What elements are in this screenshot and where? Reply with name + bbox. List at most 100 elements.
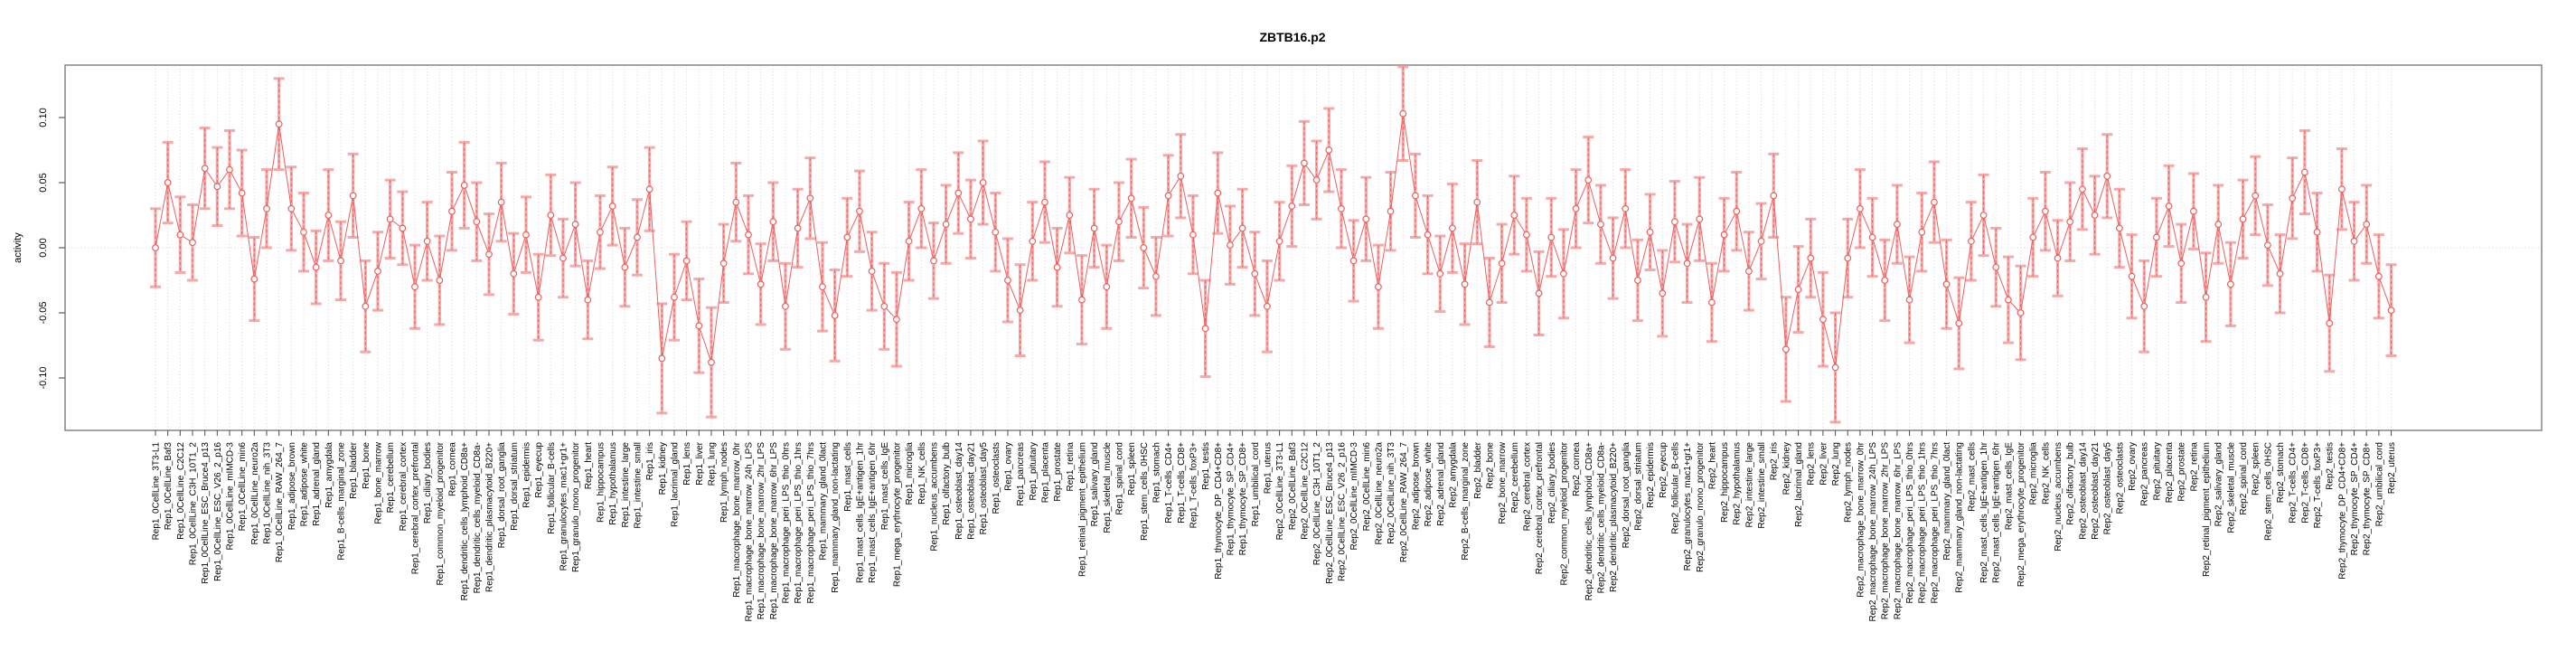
data-point-marker: [2289, 194, 2297, 203]
data-point-marker: [547, 212, 555, 219]
x-tick-label: Rep1_0CellLine_3T3-L1: [152, 442, 162, 541]
x-tick-label: Rep1_cornea: [447, 442, 457, 496]
y-tick-label: 0.10: [38, 108, 49, 127]
x-tick-label: Rep1_adrenal_gland: [312, 442, 322, 526]
data-point-marker: [1312, 176, 1321, 184]
data-point-marker: [1968, 237, 1975, 245]
x-tick-label: Rep2_mega_erythrocyte_progenitor: [2017, 441, 2026, 587]
x-tick-label: Rep2_0CellLine_ESC_Bruce4_p13: [1325, 442, 1335, 584]
x-tick-label: Rep1_pancreas: [1016, 442, 1026, 506]
x-tick-label: Rep2_mast_cells_IgE+antigen_6hr: [1992, 441, 2002, 583]
data-point-marker: [1399, 109, 1407, 118]
data-point-marker: [1659, 289, 1667, 297]
x-tick-label: Rep1_prostate: [1053, 442, 1063, 502]
x-tick-label: Rep2_0CellLine_C3H_10T1_2: [1312, 442, 1322, 566]
x-tick-label: Rep2_microglia: [2029, 442, 2039, 505]
data-point-marker: [1090, 224, 1098, 232]
data-point-marker: [2226, 280, 2234, 288]
data-point-marker: [584, 296, 592, 304]
x-tick-label: Rep1_retina: [1066, 442, 1076, 492]
x-tick-label: Rep1_T-cells_CD8+: [1177, 442, 1187, 524]
data-point-marker: [436, 277, 444, 284]
data-point-marker: [571, 221, 579, 228]
x-tick-label: Rep1_lymph_nodes: [719, 442, 729, 523]
data-point-marker: [1622, 204, 1630, 212]
x-tick-label: Rep2_T-cells_foxP3+: [2313, 442, 2323, 528]
x-tick-label: Rep2_0CellLine_neuro2a: [1374, 442, 1384, 545]
data-point-marker: [1325, 146, 1333, 154]
x-tick-label: Rep1_macrophage_bone_marrow_0hr: [732, 441, 742, 597]
x-tick-label: Rep2_eyecup: [1659, 442, 1669, 498]
data-point-marker: [2263, 241, 2271, 250]
data-point-marker: [2313, 228, 2321, 236]
data-point-marker: [1412, 192, 1419, 200]
data-point-marker: [1288, 203, 1296, 210]
data-point-marker: [2252, 192, 2260, 200]
x-tick-label: Rep2_osteoblast_day21: [2091, 442, 2101, 540]
x-tick-label: Rep2_dorsal_striatum: [1633, 442, 1643, 531]
x-tick-label: Rep1_T-cells_foxP3+: [1189, 442, 1199, 528]
x-tick-label: Rep2_macrophage_peri_LPS_thio_0hrs: [1905, 442, 1915, 603]
x-tick-label: Rep1_epidermis: [522, 442, 531, 508]
x-tick-label: Rep2_intestine_small: [1757, 442, 1767, 529]
data-point-marker: [1066, 212, 1074, 219]
x-tick-label: Rep1_uterus: [1263, 442, 1273, 494]
x-tick-label: Rep1_0CellLine_mIMCD-3: [225, 442, 235, 551]
x-tick-label: Rep1_ovary: [1003, 442, 1013, 491]
data-point-marker: [893, 316, 900, 324]
data-point-marker: [238, 189, 246, 197]
x-tick-label: Rep1_retinal_pigment_epithelium: [1077, 442, 1087, 577]
data-point-marker: [1696, 215, 1704, 223]
data-point-marker: [1992, 263, 2000, 271]
x-tick-label: Rep2_0CellLine_C2C12: [1300, 442, 1310, 540]
x-tick-label: Rep1_mammary_gland_non-lactating: [831, 442, 841, 593]
data-point-marker: [1387, 207, 1395, 215]
data-point-marker: [226, 165, 233, 174]
x-tick-label: Rep2_NK_cells: [2041, 442, 2051, 505]
data-point-marker: [1004, 277, 1011, 284]
data-point-marker: [1189, 231, 1197, 239]
data-point-marker: [1733, 207, 1741, 215]
x-tick-label: Rep1_eyecup: [534, 442, 544, 498]
x-tick-label: Rep1_stem_cells_0HSC: [1140, 442, 1150, 541]
data-point-marker: [1338, 204, 1345, 212]
data-point-marker: [324, 212, 333, 219]
data-point-marker: [942, 221, 950, 228]
data-point-marker: [1683, 259, 1691, 268]
x-tick-label: Rep2_retinal_pigment_epithelium: [2202, 442, 2212, 577]
x-tick-label: Rep2_granulo_mono_progenitor: [1696, 441, 1706, 572]
data-point-marker: [880, 302, 888, 310]
data-point-marker: [608, 203, 616, 210]
x-tick-label: Rep1_skeletal_muscle: [1103, 442, 1113, 533]
y-tick-label: -0.05: [38, 301, 49, 324]
data-point-marker: [559, 254, 567, 262]
data-point-marker: [856, 207, 863, 215]
x-tick-label: Rep1_pituitary: [1029, 442, 1039, 500]
data-point-marker: [868, 268, 876, 275]
data-point-marker: [671, 293, 678, 301]
x-tick-label: Rep1_0CellLine_Baf3: [164, 442, 174, 531]
x-tick-label: Rep2_macrophage_bone_marrow_6hr_LPS: [1893, 442, 1903, 620]
data-point-marker: [1140, 244, 1148, 251]
x-tick-label: Rep1_bone: [362, 442, 371, 489]
x-tick-label: Rep1_placenta: [1040, 442, 1050, 504]
x-tick-label: Rep2_lymph_nodes: [1844, 442, 1854, 523]
x-tick-label: Rep1_0CellLine_ESC_V26_2_p16: [213, 442, 223, 581]
data-point-marker: [510, 269, 518, 278]
x-tick-label: Rep2_mast_cells_IgE: [2004, 442, 2014, 531]
data-point-marker: [2017, 309, 2025, 316]
data-point-marker: [1164, 192, 1172, 200]
data-point-marker: [695, 322, 703, 330]
x-tick-label: Rep2_adrenal_gland: [1436, 442, 1446, 526]
data-point-marker: [1535, 289, 1543, 297]
data-point-marker: [423, 237, 431, 245]
x-tick-label: Rep1_lens: [682, 442, 692, 486]
x-tick-label: Rep2_adipose_white: [1424, 442, 1434, 527]
x-tick-label: Rep2_dendritic_cells_lymphoid_CD8a+: [1584, 442, 1594, 601]
x-tick-label: Rep1_lacrimal_gland: [670, 442, 680, 527]
x-tick-label: Rep2_pancreas: [2140, 442, 2150, 506]
x-tick-label: Rep1_dorsal_striatum: [510, 442, 520, 531]
data-point-marker: [263, 204, 270, 212]
data-point-marker: [1757, 237, 1765, 245]
